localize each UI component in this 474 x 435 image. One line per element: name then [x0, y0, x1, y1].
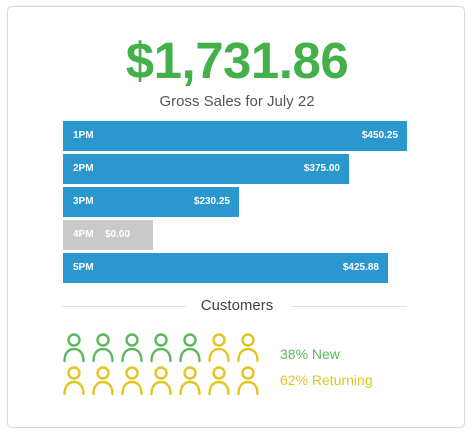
- new-customers-label: 38% New: [280, 346, 340, 362]
- bar-5pm: 5PM $425.88: [63, 253, 388, 283]
- person-icon: [91, 332, 115, 364]
- bar-hour-label: 3PM: [73, 196, 94, 207]
- bar-value-label: $375.00: [303, 163, 340, 174]
- customers-divider-left: [62, 306, 186, 307]
- person-icon: [62, 332, 86, 364]
- bar-1pm: 1PM $450.25: [63, 121, 407, 151]
- person-icon: [207, 365, 231, 397]
- bar-hour-label: 2PM: [73, 163, 94, 174]
- bar-value-label: $425.88: [342, 262, 379, 273]
- bar-value-label: $230.25: [193, 196, 230, 207]
- hourly-sales-bar-chart: 1PM $450.25 2PM $375.00 3PM $230.25 4PM $0.00 5P…: [63, 121, 423, 293]
- returning-customers-label: 62% Returning: [280, 372, 373, 388]
- person-icon: [120, 332, 144, 364]
- bar-hour-label: 1PM: [73, 130, 94, 141]
- customers-divider-right: [291, 306, 407, 307]
- person-icon: [207, 332, 231, 364]
- person-icon: [62, 365, 86, 397]
- person-icon: [236, 365, 260, 397]
- person-icon: [149, 332, 173, 364]
- bar-hour-label: 5PM: [73, 262, 94, 273]
- gross-sales-total: $1,731.86: [125, 32, 349, 89]
- bar-hour-label: 4PM: [73, 229, 94, 240]
- person-icon: [178, 332, 202, 364]
- bar-2pm: 2PM $375.00: [63, 154, 349, 184]
- customers-section-title: Customers: [200, 297, 274, 314]
- gross-sales-subtitle: Gross Sales for July 22: [159, 93, 315, 110]
- person-icon: [236, 332, 260, 364]
- sales-summary-card: $1,731.86 Gross Sales for July 22 1PM $45…: [7, 6, 465, 428]
- person-icon: [149, 365, 173, 397]
- person-icon: [178, 365, 202, 397]
- person-icon: [120, 365, 144, 397]
- bar-value-label: $0.00: [105, 229, 131, 240]
- person-icon: [91, 365, 115, 397]
- bar-3pm: 3PM $230.25: [63, 187, 239, 217]
- bar-4pm: 4PM $0.00: [63, 220, 153, 250]
- bar-value-label: $450.25: [361, 130, 398, 141]
